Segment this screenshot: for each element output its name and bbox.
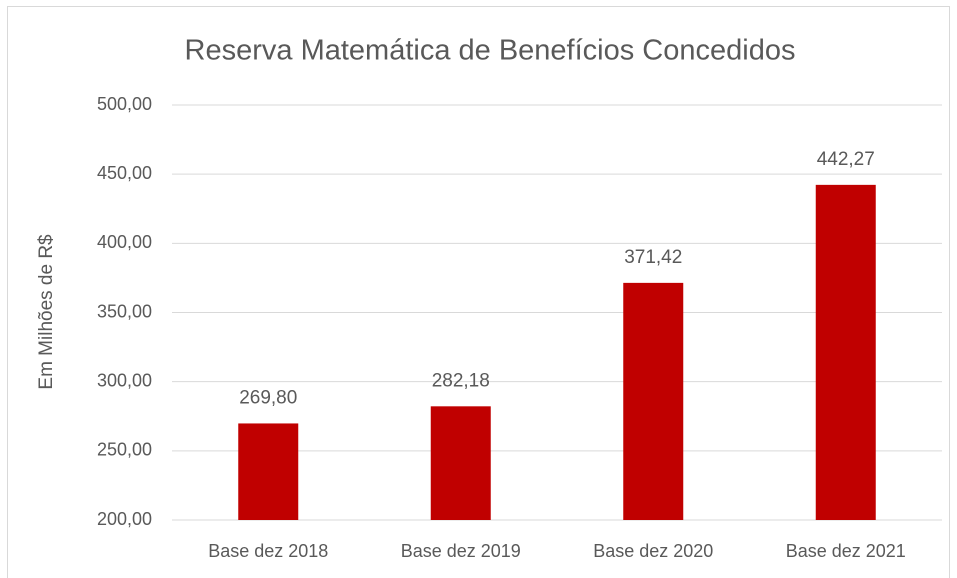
data-label: 371,42 — [624, 247, 682, 268]
x-tick-label: Base dez 2019 — [401, 541, 521, 561]
x-tick-label: Base dez 2020 — [593, 541, 713, 561]
data-label: 282,18 — [432, 370, 490, 391]
x-tick-label: Base dez 2021 — [786, 541, 906, 561]
bar — [430, 406, 491, 520]
y-tick-label: 450,00 — [97, 163, 152, 183]
x-tick-label: Base dez 2018 — [208, 541, 328, 561]
y-tick-label: 300,00 — [97, 370, 152, 390]
data-label: 269,80 — [239, 387, 297, 408]
y-axis-label: Em Milhões de R$ — [36, 234, 57, 390]
y-tick-label: 250,00 — [97, 440, 152, 460]
y-tick-label: 500,00 — [97, 94, 152, 114]
bar — [815, 184, 876, 520]
data-label: 442,27 — [817, 149, 875, 170]
y-tick-label: 400,00 — [97, 232, 152, 252]
y-tick-label: 200,00 — [97, 509, 152, 529]
y-tick-label: 350,00 — [97, 301, 152, 321]
bar — [238, 423, 299, 520]
chart-title: Reserva Matemática de Benefícios Concedi… — [185, 35, 796, 67]
bar — [623, 282, 684, 520]
